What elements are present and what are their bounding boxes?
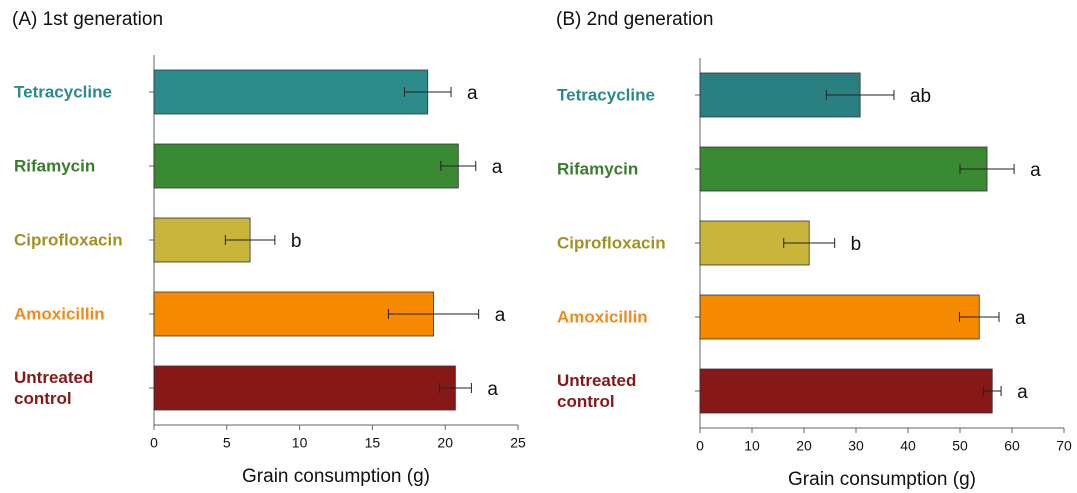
x-tick-label: 0 [696, 438, 704, 454]
category-label: Untreated control [14, 368, 94, 408]
x-tick-label: 20 [796, 438, 812, 454]
significance-letter: a [495, 305, 506, 326]
category-label: Rifamycin [14, 156, 96, 176]
significance-letter: a [1017, 382, 1028, 403]
x-tick-label: 20 [437, 435, 453, 451]
category-label: Tetracycline [14, 82, 112, 102]
significance-letter: a [1015, 308, 1026, 329]
significance-letter: a [492, 157, 503, 178]
significance-letter: b [291, 231, 302, 252]
bar [699, 368, 993, 414]
category-label: Untreated control [557, 371, 637, 411]
category-label: Ciprofloxacin [14, 230, 123, 250]
x-tick-label: 60 [1004, 438, 1020, 454]
x-axis-label: Grain consumption (g) [788, 469, 976, 490]
x-tick-label: 10 [292, 435, 308, 451]
x-tick-label: 40 [900, 438, 916, 454]
x-tick-label: 25 [510, 435, 526, 451]
significance-letter: a [487, 379, 498, 400]
x-tick-label: 30 [848, 438, 864, 454]
category-label: Tetracycline [557, 85, 655, 105]
bar [153, 365, 456, 411]
category-label: Rifamycin [557, 159, 639, 179]
x-tick-label: 70 [1056, 438, 1072, 454]
significance-letter: ab [910, 86, 931, 107]
x-axis-label: Grain consumption (g) [242, 466, 430, 487]
bar [699, 146, 988, 192]
significance-letter: a [467, 83, 478, 104]
bar [153, 69, 429, 115]
significance-letter: b [851, 234, 862, 255]
x-tick-label: 15 [365, 435, 381, 451]
panel-title: (B) 2nd generation [556, 9, 713, 30]
bar [153, 143, 459, 189]
x-tick-label: 5 [223, 435, 231, 451]
panel-title: (A) 1st generation [12, 9, 163, 30]
category-label: Amoxicillin [557, 307, 648, 327]
x-tick-label: 0 [150, 435, 158, 451]
significance-letter: a [1030, 160, 1041, 181]
x-tick-label: 50 [952, 438, 968, 454]
x-tick-label: 10 [744, 438, 760, 454]
bar [699, 294, 980, 340]
category-label: Amoxicillin [14, 304, 105, 324]
category-label: Ciprofloxacin [557, 233, 666, 253]
